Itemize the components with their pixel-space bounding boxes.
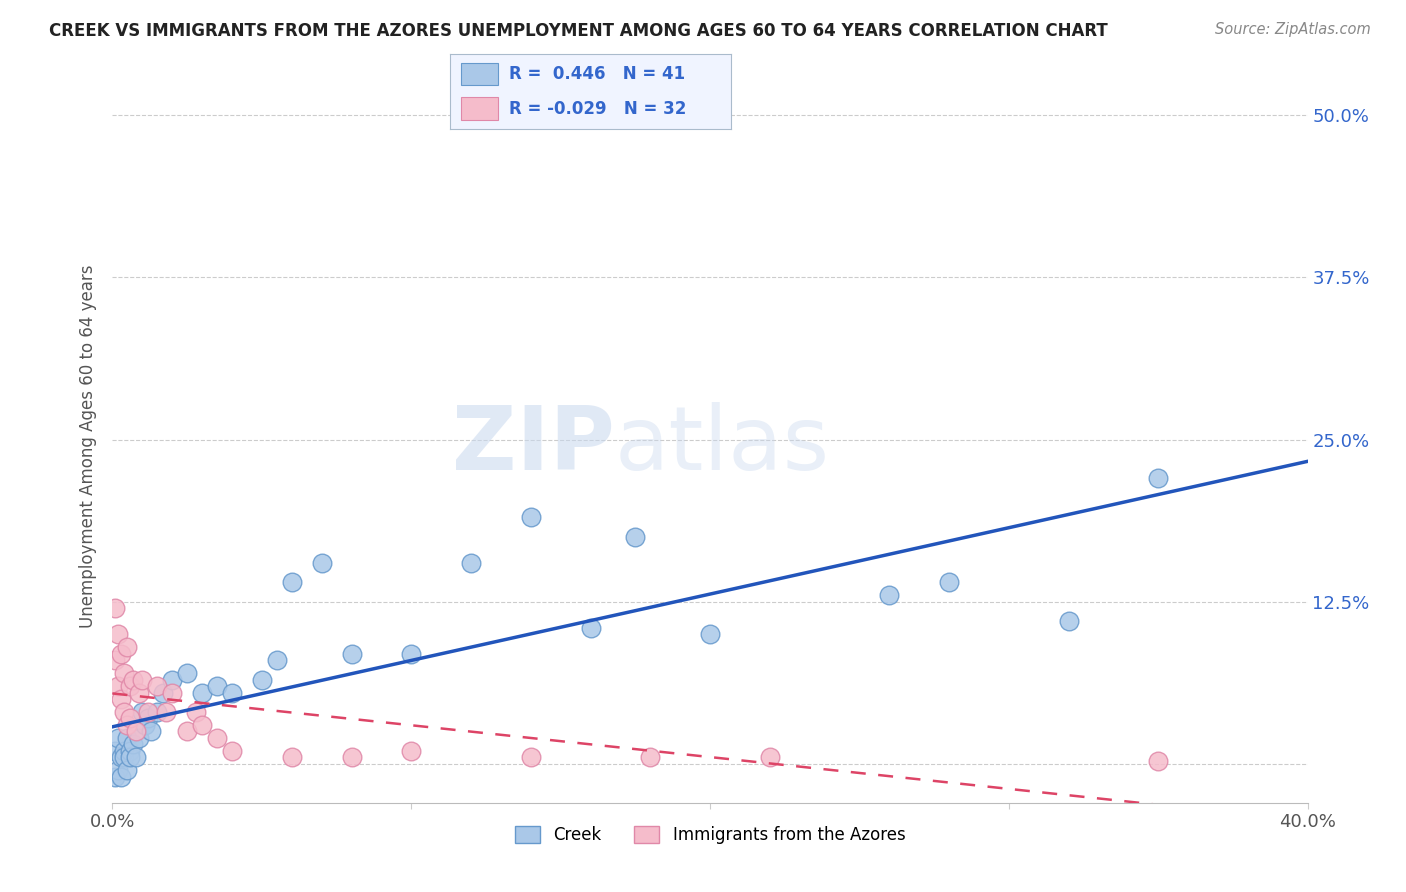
- Point: [340, 750, 363, 764]
- Point: [191, 685, 214, 699]
- Point: [128, 685, 150, 699]
- Point: [186, 705, 208, 719]
- Point: [138, 705, 160, 719]
- Point: [114, 666, 135, 681]
- Point: [759, 750, 782, 764]
- Point: [579, 621, 602, 635]
- Point: [401, 744, 423, 758]
- Point: [120, 711, 142, 725]
- Point: [122, 673, 145, 687]
- Point: [120, 679, 142, 693]
- Point: [110, 770, 132, 784]
- Point: [1057, 614, 1080, 628]
- Point: [191, 718, 214, 732]
- Point: [1147, 754, 1170, 768]
- Point: [104, 653, 127, 667]
- Point: [520, 510, 543, 524]
- Point: [117, 764, 139, 778]
- Bar: [461, 62, 498, 86]
- Point: [120, 744, 142, 758]
- Point: [152, 685, 174, 699]
- Point: [107, 679, 129, 693]
- Text: CREEK VS IMMIGRANTS FROM THE AZORES UNEMPLOYMENT AMONG AGES 60 TO 64 YEARS CORRE: CREEK VS IMMIGRANTS FROM THE AZORES UNEM…: [49, 22, 1108, 40]
- Text: R = -0.029   N = 32: R = -0.029 N = 32: [509, 100, 686, 118]
- Point: [460, 556, 482, 570]
- Point: [138, 711, 160, 725]
- Point: [699, 627, 721, 641]
- Point: [134, 718, 156, 732]
- Point: [107, 731, 129, 745]
- Point: [162, 685, 183, 699]
- Point: [155, 705, 177, 719]
- Point: [131, 673, 153, 687]
- Point: [107, 764, 129, 778]
- Point: [640, 750, 662, 764]
- Point: [205, 679, 228, 693]
- Text: atlas: atlas: [614, 402, 830, 490]
- Point: [266, 653, 288, 667]
- Point: [879, 588, 901, 602]
- Point: [110, 750, 132, 764]
- Point: [205, 731, 228, 745]
- Point: [107, 627, 129, 641]
- Point: [624, 530, 647, 544]
- Point: [938, 575, 960, 590]
- Point: [110, 692, 132, 706]
- Point: [221, 685, 243, 699]
- Point: [162, 673, 183, 687]
- Point: [117, 640, 139, 654]
- Point: [340, 647, 363, 661]
- Point: [122, 738, 145, 752]
- Bar: [461, 97, 498, 120]
- Point: [146, 705, 169, 719]
- Point: [114, 744, 135, 758]
- Point: [125, 724, 148, 739]
- Text: R =  0.446   N = 41: R = 0.446 N = 41: [509, 65, 685, 83]
- Point: [221, 744, 243, 758]
- Point: [520, 750, 543, 764]
- Text: ZIP: ZIP: [451, 402, 614, 490]
- Point: [250, 673, 273, 687]
- Point: [120, 750, 142, 764]
- Point: [117, 731, 139, 745]
- Point: [131, 705, 153, 719]
- Point: [114, 750, 135, 764]
- Point: [110, 647, 132, 661]
- Point: [128, 731, 150, 745]
- Point: [104, 601, 127, 615]
- Point: [176, 724, 198, 739]
- Point: [104, 744, 127, 758]
- Point: [311, 556, 333, 570]
- Legend: Creek, Immigrants from the Azores: Creek, Immigrants from the Azores: [515, 826, 905, 845]
- Point: [114, 705, 135, 719]
- Point: [176, 666, 198, 681]
- Text: Source: ZipAtlas.com: Source: ZipAtlas.com: [1215, 22, 1371, 37]
- Y-axis label: Unemployment Among Ages 60 to 64 years: Unemployment Among Ages 60 to 64 years: [79, 264, 97, 628]
- Point: [125, 750, 148, 764]
- Point: [281, 575, 304, 590]
- Point: [104, 770, 127, 784]
- Point: [281, 750, 304, 764]
- Point: [401, 647, 423, 661]
- Point: [141, 724, 163, 739]
- Point: [1147, 471, 1170, 485]
- Point: [117, 718, 139, 732]
- Point: [146, 679, 169, 693]
